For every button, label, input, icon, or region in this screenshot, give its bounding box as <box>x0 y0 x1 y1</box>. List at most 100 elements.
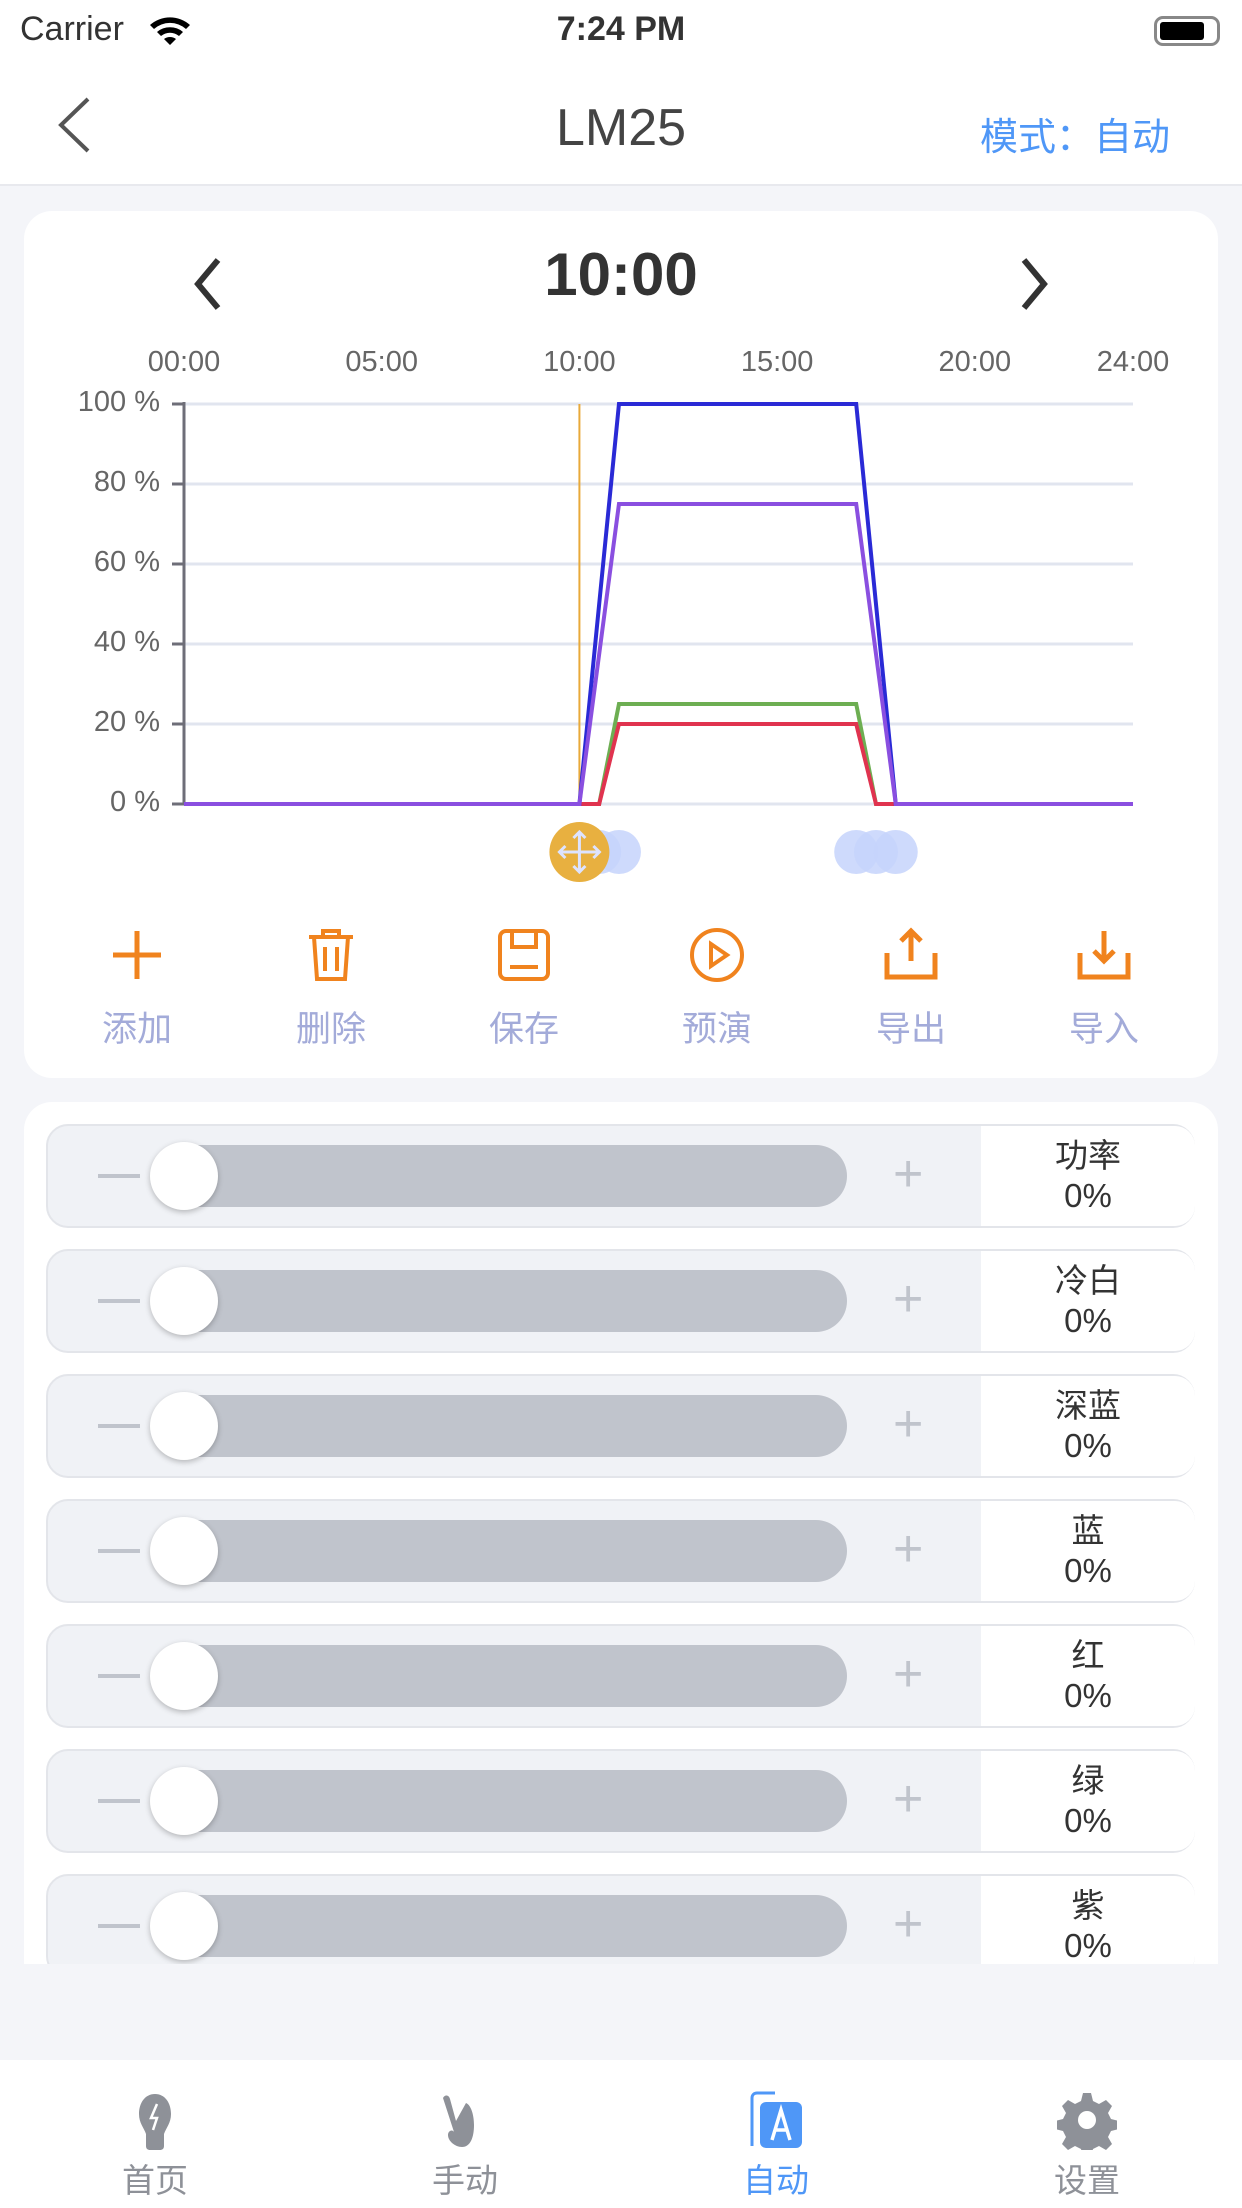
x-tick-label: 00:00 <box>147 346 221 378</box>
channel-value: 0% <box>1064 1427 1112 1464</box>
x-tick-label: 05:00 <box>345 346 418 378</box>
increase-button[interactable]: + <box>893 1270 924 1328</box>
slider-thumb[interactable] <box>150 1392 218 1460</box>
time-point-handle[interactable] <box>873 830 918 874</box>
toolbar-button-label: 删除 <box>295 1010 366 1049</box>
channel-value-box: 深蓝 0% <box>981 1376 1195 1476</box>
status-bar: Carrier 7:24 PM <box>0 0 1242 62</box>
mode-button[interactable]: 模式：自动 <box>980 117 1171 159</box>
tab-auto[interactable]: 自动 <box>676 2090 876 2202</box>
tab-label: 设置 <box>1054 2162 1120 2199</box>
active-time-handle[interactable] <box>549 822 610 882</box>
channel-row: + 绿 0% <box>46 1749 1195 1853</box>
slider-thumb[interactable] <box>150 1517 218 1585</box>
toolbar-button-import[interactable]: 导入 <box>1024 925 1184 1052</box>
channel-slider[interactable] <box>153 1770 847 1832</box>
tab-gear[interactable]: 设置 <box>987 2090 1187 2202</box>
channel-slider[interactable] <box>153 1270 847 1332</box>
increase-button[interactable]: + <box>893 1895 924 1953</box>
channel-name: 蓝 <box>1071 1512 1105 1549</box>
slider-thumb[interactable] <box>150 1892 218 1960</box>
prev-time-button[interactable] <box>192 256 222 312</box>
carrier-label: Carrier <box>20 10 124 48</box>
decrease-button[interactable] <box>98 1674 140 1678</box>
schedule-chart[interactable] <box>0 0 1242 900</box>
channel-slider[interactable] <box>153 1145 847 1207</box>
auto-icon <box>750 2091 802 2148</box>
decrease-button[interactable] <box>98 1924 140 1928</box>
channel-name: 红 <box>1071 1637 1105 1674</box>
plus-icon <box>113 931 161 979</box>
increase-button[interactable]: + <box>893 1770 924 1828</box>
toolbar-button-save[interactable]: 保存 <box>444 925 604 1052</box>
nav-bar: LM25 模式：自动 <box>0 62 1242 186</box>
channel-value-box: 紫 0% <box>981 1876 1195 1964</box>
tab-label: 自动 <box>743 2162 809 2199</box>
slider-thumb[interactable] <box>150 1767 218 1835</box>
channel-name: 绿 <box>1071 1762 1105 1799</box>
gear-icon <box>1057 2093 1117 2150</box>
increase-button[interactable]: + <box>893 1395 924 1453</box>
channel-row: + 深蓝 0% <box>46 1374 1195 1478</box>
channel-value-box: 绿 0% <box>981 1751 1195 1851</box>
y-tick-label: 20 % <box>93 706 160 738</box>
toolbar-button-label: 导入 <box>1068 1010 1139 1049</box>
toolbar-button-label: 预演 <box>681 1010 752 1049</box>
channel-slider[interactable] <box>153 1645 847 1707</box>
toolbar-button-export[interactable]: 导出 <box>831 925 991 1052</box>
tab-hand[interactable]: 手动 <box>365 2090 565 2202</box>
channel-value: 0% <box>1064 1552 1112 1589</box>
channel-value-box: 红 0% <box>981 1626 1195 1726</box>
channel-value: 0% <box>1064 1677 1112 1714</box>
x-tick-label: 24:00 <box>1096 346 1170 378</box>
toolbar-button-trash[interactable]: 删除 <box>251 925 411 1052</box>
channel-value-box: 冷白 0% <box>981 1251 1195 1351</box>
y-tick-label: 60 % <box>93 546 160 578</box>
channel-name: 冷白 <box>1055 1262 1121 1299</box>
toolbar-button-plus[interactable]: 添加 <box>57 925 217 1052</box>
decrease-button[interactable] <box>98 1549 140 1553</box>
slider-thumb[interactable] <box>150 1142 218 1210</box>
next-time-button[interactable] <box>1020 256 1050 312</box>
channel-value: 0% <box>1064 1927 1112 1964</box>
y-tick-label: 0 % <box>110 786 160 818</box>
decrease-button[interactable] <box>98 1424 140 1428</box>
time-point-handle[interactable] <box>596 830 641 874</box>
channel-slider[interactable] <box>153 1895 847 1957</box>
toolbar-button-play[interactable]: 预演 <box>637 925 797 1052</box>
channel-value-box: 功率 0% <box>981 1126 1195 1226</box>
back-button[interactable] <box>56 96 92 154</box>
save-icon <box>498 929 550 981</box>
y-tick-label: 100 % <box>77 386 160 418</box>
hand-icon <box>443 2095 474 2147</box>
y-tick-label: 80 % <box>93 466 160 498</box>
y-tick-label: 40 % <box>93 626 160 658</box>
series-line <box>184 402 1133 806</box>
wifi-icon <box>150 17 190 45</box>
channel-value-box: 蓝 0% <box>981 1501 1195 1601</box>
increase-button[interactable]: + <box>893 1645 924 1703</box>
decrease-button[interactable] <box>98 1799 140 1803</box>
decrease-button[interactable] <box>98 1299 140 1303</box>
channel-value: 0% <box>1064 1802 1112 1839</box>
channel-name: 紫 <box>1071 1887 1105 1924</box>
channel-value: 0% <box>1064 1302 1112 1339</box>
channel-row: + 蓝 0% <box>46 1499 1195 1603</box>
channel-card: + 功率 0% + 冷白 0% + 深蓝 0% + 蓝 0% + 红 0% + 绿 0% + 紫 0% <box>24 1102 1218 1964</box>
battery-icon <box>1154 16 1220 46</box>
current-time: 10:00 <box>544 241 698 308</box>
export-icon <box>884 927 938 980</box>
channel-slider[interactable] <box>153 1520 847 1582</box>
slider-thumb[interactable] <box>150 1267 218 1335</box>
slider-thumb[interactable] <box>150 1642 218 1710</box>
increase-button[interactable]: + <box>893 1520 924 1578</box>
decrease-button[interactable] <box>98 1174 140 1178</box>
increase-button[interactable]: + <box>893 1145 924 1203</box>
channel-row: + 红 0% <box>46 1624 1195 1728</box>
tab-bulb[interactable]: 首页 <box>55 2090 255 2202</box>
channel-row: + 功率 0% <box>46 1124 1195 1228</box>
channel-value: 0% <box>1064 1177 1112 1214</box>
channel-name: 功率 <box>1055 1137 1121 1174</box>
channel-slider[interactable] <box>153 1395 847 1457</box>
x-tick-label: 10:00 <box>543 346 616 378</box>
